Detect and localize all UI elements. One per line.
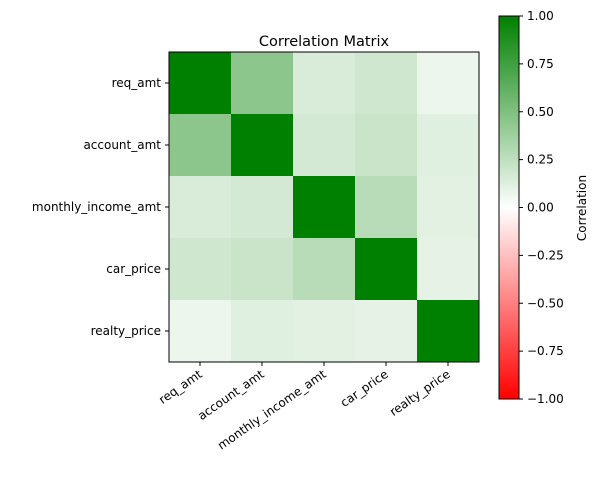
y-tick-label: car_price [106,262,161,276]
heatmap-cell [293,300,356,363]
colorbar [498,15,520,400]
heatmap-cell [417,52,480,115]
colorbar-tick-label: 0.00 [527,201,554,215]
heatmap-cell [417,176,480,239]
y-tick-label: account_amt [83,138,161,152]
heatmap-cell [293,52,356,115]
chart-title: Correlation Matrix [259,34,390,50]
heatmap-cell [293,114,356,177]
heatmap-cell [231,300,294,363]
heatmap-cell [169,300,232,363]
colorbar-ticks: 1.00 0.75 0.50 0.25 0.00 −0.25 −0.50 −0.75 −1.00 [519,9,564,406]
heatmap-cell [355,238,418,301]
heatmap-cell [355,176,418,239]
heatmap-cell [355,114,418,177]
heatmap-cell [169,52,232,115]
colorbar-tick-label: 0.75 [527,57,554,71]
heatmap-cell [355,52,418,115]
colorbar-tick-label: 0.50 [527,105,554,119]
x-tick-label: req_amt [156,367,205,407]
heatmap-cell [231,52,294,115]
colorbar-tick-label: −0.75 [527,344,564,358]
y-tick-label: req_amt [112,76,162,90]
colorbar-label: Correlation [575,175,589,241]
heatmap-cell [231,114,294,177]
y-tick-label: realty_price [91,324,161,338]
y-tick-label: monthly_income_amt [32,200,161,214]
heatmap-cell [231,176,294,239]
colorbar-tick-label: 1.00 [527,9,554,23]
x-tick-label: monthly_income_amt [215,367,329,453]
heatmap-cell [169,238,232,301]
y-axis: req_amt account_amt monthly_income_amt car_… [32,76,169,338]
heatmap-cell [417,238,480,301]
x-tick-label: car_price [338,367,391,410]
colorbar-tick-label: −0.50 [527,296,564,310]
heatmap-cell [169,114,232,177]
colorbar-tick-label: −1.00 [527,392,564,406]
heatmap-cell [417,114,480,177]
colorbar-tick-label: 0.25 [527,153,554,167]
heatmap-cells [169,52,480,363]
heatmap-cell [169,176,232,239]
colorbar-tick-label: −0.25 [527,248,564,262]
heatmap-cell [293,238,356,301]
heatmap-cell [293,176,356,239]
x-tick-label: realty_price [387,367,453,419]
heatmap-cell [231,238,294,301]
heatmap-cell [417,300,480,363]
heatmap-cell [355,300,418,363]
